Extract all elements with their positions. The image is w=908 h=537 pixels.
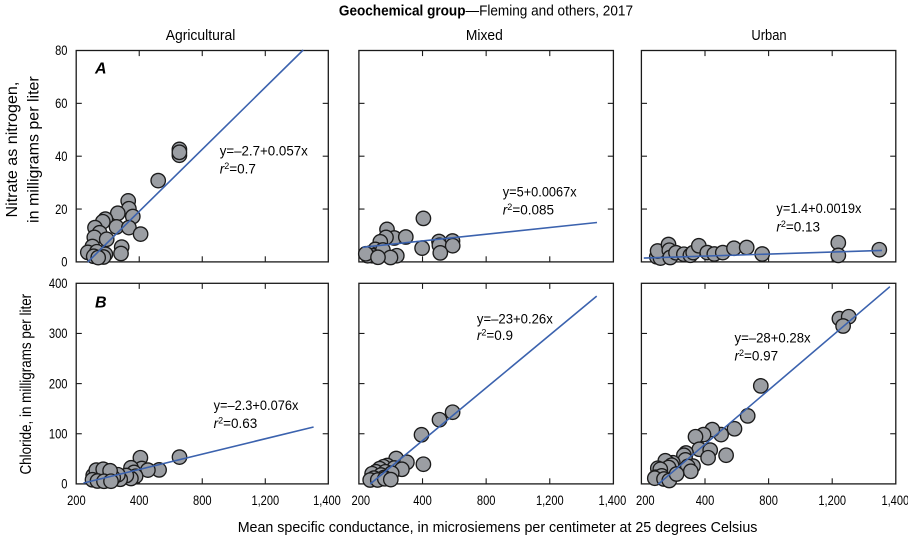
svg-text:y=–28+0.28x: y=–28+0.28x (735, 331, 811, 346)
svg-text:1,200: 1,200 (251, 493, 279, 508)
svg-text:in milligrams per liter: in milligrams per liter (26, 76, 43, 223)
svg-text:200: 200 (636, 493, 655, 508)
svg-text:y=5+0.0067x: y=5+0.0067x (503, 185, 577, 200)
svg-text:1,400: 1,400 (599, 493, 627, 508)
svg-text:y=1.4+0.0019x: y=1.4+0.0019x (776, 201, 861, 216)
svg-text:B: B (95, 294, 107, 311)
svg-text:400: 400 (413, 493, 432, 508)
svg-text:Mixed: Mixed (466, 28, 503, 44)
svg-text:200: 200 (352, 493, 371, 508)
svg-text:Nitrate as nitrogen,: Nitrate as nitrogen, (4, 82, 21, 218)
svg-text:100: 100 (49, 426, 68, 441)
svg-text:40: 40 (55, 149, 68, 164)
svg-text:60: 60 (55, 96, 68, 111)
svg-text:Chloride, in milligrams per li: Chloride, in milligrams per liter (18, 294, 35, 475)
svg-text:0: 0 (61, 255, 67, 270)
svg-text:r2=0.97: r2=0.97 (735, 348, 779, 364)
svg-text:r2=0.9: r2=0.9 (477, 328, 513, 344)
svg-text:400: 400 (696, 493, 715, 508)
svg-text:200: 200 (67, 493, 86, 508)
svg-text:800: 800 (477, 493, 496, 508)
svg-text:A: A (94, 61, 107, 78)
svg-text:r2=0.7: r2=0.7 (220, 161, 256, 177)
svg-text:800: 800 (759, 493, 778, 508)
svg-text:r2=0.085: r2=0.085 (503, 202, 554, 218)
svg-text:Mean specific conductance, in: Mean specific conductance, in microsieme… (238, 519, 758, 536)
svg-text:Urban: Urban (751, 28, 786, 44)
svg-text:1,400: 1,400 (881, 493, 908, 508)
svg-text:400: 400 (130, 493, 149, 508)
svg-text:y=–2.7+0.057x: y=–2.7+0.057x (220, 143, 308, 158)
svg-text:300: 300 (49, 326, 68, 341)
svg-text:y=–23+0.26x: y=–23+0.26x (477, 311, 553, 326)
svg-text:Agricultural: Agricultural (166, 28, 236, 44)
svg-text:80: 80 (55, 43, 68, 58)
svg-text:400: 400 (49, 276, 68, 291)
svg-text:200: 200 (49, 376, 68, 391)
svg-text:Geochemical group—Fleming and: Geochemical group—Fleming and others, 20… (339, 3, 633, 20)
svg-text:800: 800 (193, 493, 212, 508)
svg-text:1,400: 1,400 (313, 493, 341, 508)
svg-text:20: 20 (55, 202, 68, 217)
svg-text:1,200: 1,200 (536, 493, 564, 508)
svg-text:r2=0.13: r2=0.13 (776, 219, 820, 235)
svg-text:r2=0.63: r2=0.63 (214, 416, 258, 432)
svg-text:y=–2.3+0.076x: y=–2.3+0.076x (214, 398, 299, 413)
svg-text:1,200: 1,200 (818, 493, 846, 508)
svg-text:0: 0 (61, 477, 67, 492)
